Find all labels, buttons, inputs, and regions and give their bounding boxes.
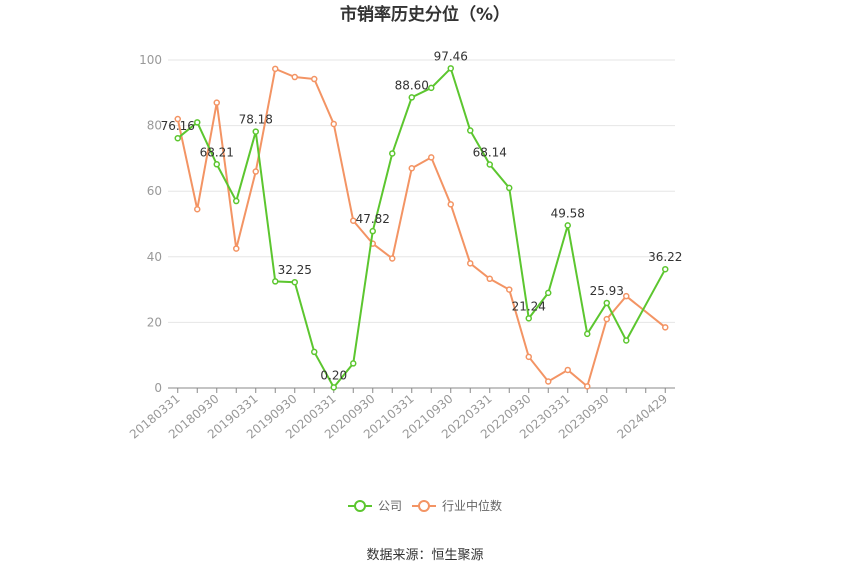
data-label: 0.20 bbox=[320, 368, 347, 382]
data-point bbox=[506, 286, 513, 293]
data-point bbox=[272, 65, 279, 73]
data-label: 68.14 bbox=[473, 146, 507, 160]
data-point bbox=[389, 255, 396, 262]
data-point bbox=[291, 278, 298, 286]
data-point bbox=[194, 205, 201, 213]
data-point bbox=[467, 260, 474, 267]
x-axis: 2018033120180930201903312019093020200331… bbox=[127, 387, 675, 442]
data-point bbox=[662, 265, 669, 273]
data-labels: 76.16 68.21 78.18 32.25 0.20 47.82 88.60 97.46 6… bbox=[161, 49, 683, 382]
chart-title: 市销率历史分位（%） bbox=[340, 4, 510, 25]
y-axis: 0 20 40 60 80 100 bbox=[139, 53, 162, 395]
data-point bbox=[564, 366, 571, 374]
data-point bbox=[174, 115, 181, 123]
data-point bbox=[408, 164, 415, 172]
data-point bbox=[252, 128, 259, 135]
data-point bbox=[408, 94, 415, 101]
legend[interactable]: 公司 行业中位数 bbox=[348, 498, 502, 513]
data-label: 21.24 bbox=[512, 299, 546, 313]
data-point bbox=[662, 324, 669, 331]
data-point bbox=[291, 73, 298, 81]
data-label: 49.58 bbox=[551, 206, 585, 220]
data-point bbox=[486, 161, 493, 168]
data-point bbox=[545, 289, 552, 297]
data-point bbox=[369, 227, 376, 235]
data-point bbox=[272, 278, 279, 285]
data-label: 97.46 bbox=[434, 49, 468, 63]
x-tick-label: 20240429 bbox=[614, 392, 670, 442]
data-label: 25.93 bbox=[590, 284, 624, 298]
data-point bbox=[584, 383, 591, 390]
y-tick-label: 80 bbox=[147, 119, 162, 133]
data-source: 数据来源：恒生聚源 bbox=[366, 548, 483, 563]
data-point bbox=[174, 134, 181, 142]
data-point bbox=[428, 154, 435, 161]
data-point bbox=[350, 360, 357, 367]
data-point bbox=[428, 84, 435, 92]
data-point bbox=[330, 120, 337, 128]
data-point bbox=[447, 201, 454, 208]
data-point bbox=[545, 378, 552, 385]
data-point bbox=[525, 315, 532, 322]
legend-label-company: 公司 bbox=[378, 499, 402, 513]
data-point bbox=[213, 161, 220, 168]
series-lines bbox=[174, 65, 669, 391]
data-point bbox=[213, 99, 220, 106]
data-point bbox=[525, 353, 532, 361]
data-point bbox=[389, 150, 396, 157]
data-label: 36.22 bbox=[648, 250, 682, 264]
data-point bbox=[311, 75, 318, 83]
data-point bbox=[584, 330, 591, 338]
data-label: 47.82 bbox=[356, 212, 390, 226]
data-label: 78.18 bbox=[239, 113, 273, 127]
data-point bbox=[233, 197, 240, 205]
legend-item-industry-median[interactable]: 行业中位数 bbox=[412, 498, 502, 513]
data-point bbox=[467, 127, 474, 134]
data-label: 76.16 bbox=[161, 119, 195, 133]
data-label: 88.60 bbox=[395, 78, 429, 92]
data-point bbox=[564, 222, 571, 229]
y-tick-label: 100 bbox=[139, 53, 162, 67]
y-tick-label: 0 bbox=[154, 381, 162, 395]
data-point bbox=[603, 315, 610, 323]
data-point bbox=[623, 292, 630, 300]
data-point bbox=[486, 275, 493, 283]
data-point bbox=[233, 245, 240, 252]
data-point bbox=[350, 217, 357, 224]
data-point bbox=[194, 119, 201, 126]
y-tick-label: 60 bbox=[147, 184, 162, 198]
data-point bbox=[311, 348, 318, 356]
data-point bbox=[623, 337, 630, 344]
data-point bbox=[252, 168, 259, 175]
y-tick-label: 20 bbox=[147, 315, 162, 329]
data-label: 68.21 bbox=[200, 145, 234, 159]
y-tick-label: 40 bbox=[147, 250, 162, 264]
data-label: 32.25 bbox=[278, 263, 312, 277]
legend-label-industry-median: 行业中位数 bbox=[442, 498, 502, 513]
grid bbox=[168, 59, 675, 323]
data-point bbox=[447, 65, 454, 72]
legend-item-company[interactable]: 公司 bbox=[348, 499, 402, 513]
data-point bbox=[506, 184, 513, 192]
data-point bbox=[603, 299, 610, 307]
data-point bbox=[330, 384, 337, 391]
